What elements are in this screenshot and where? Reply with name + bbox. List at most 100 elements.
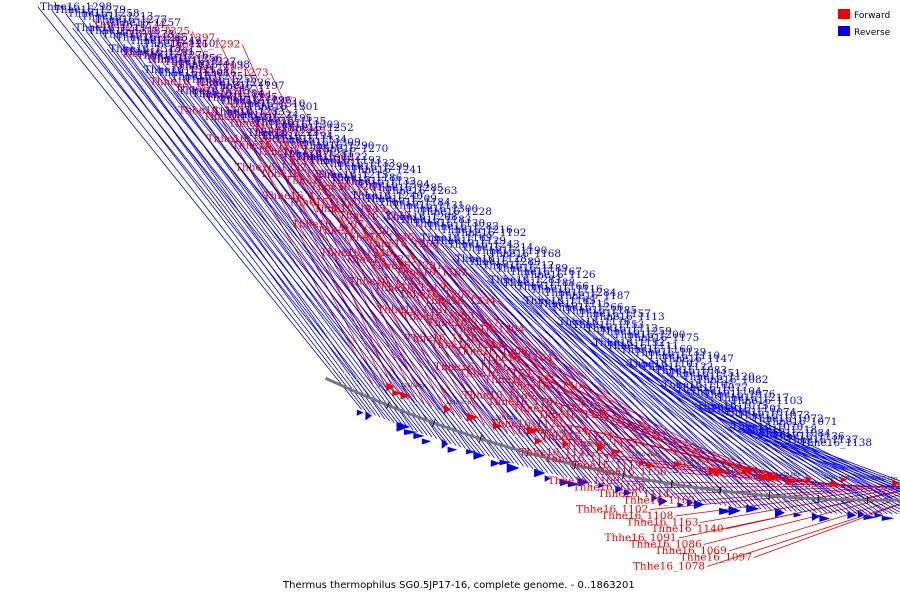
gene-label: Thhe16_1076: [703, 389, 775, 401]
gene-label: Thhe16_1255: [185, 74, 257, 86]
leader-line: [362, 198, 627, 491]
forward-gene-feature: [611, 448, 625, 455]
leader-line: [701, 394, 900, 510]
legend-reverse-label: Reverse: [854, 28, 891, 38]
gene-label: Thhe16_1282: [427, 221, 499, 233]
gene-label: Thhe16_1308: [157, 67, 229, 79]
gene-label: Thhe16_1128: [455, 253, 527, 265]
gene-label: Thhe16_1181: [377, 304, 449, 316]
gene-label: Thhe16_1285: [372, 182, 444, 194]
gene-label: Thhe16_1097: [680, 552, 752, 564]
gene-label: Thhe16_1200: [613, 329, 685, 341]
leader-line: [279, 153, 563, 477]
gene-label: Thhe16_1321: [144, 64, 216, 76]
gene-label: Thhe16_1091: [605, 532, 677, 544]
leader-line: [106, 48, 419, 433]
leader-lines: [37, 6, 900, 567]
gene-label: Thhe16_1266: [551, 301, 623, 313]
reverse-gene-feature: [615, 485, 624, 493]
leader-line: [203, 97, 486, 455]
gene-label: Thhe16_1252: [282, 122, 354, 134]
figure-caption: Thermus thermophilus SG0.5JP17-16, compl…: [282, 580, 635, 591]
gene-label: Thhe16_1224: [227, 109, 299, 121]
gene-label: Thhe16_1299: [337, 161, 409, 173]
forward-gene-feature: [892, 479, 900, 487]
leader-line: [265, 124, 524, 467]
gene-label: Thhe16_1250: [203, 111, 275, 123]
gene-label: Thhe16_1102: [576, 504, 648, 516]
gene-labels: Thhe16_1324Thhe16_1325Thhe16_1297Thhe16_…: [40, 1, 872, 573]
reverse-gene-feature: [874, 512, 884, 518]
leader-line: [245, 132, 534, 470]
reverse-gene-feature: [404, 429, 418, 436]
reverse-gene-feature: [728, 505, 741, 516]
leader-line: [694, 379, 888, 515]
leader-line: [175, 64, 442, 441]
forward-gene-feature: [709, 466, 716, 477]
leader-line: [770, 436, 900, 486]
gene-label: Thhe16_1268: [207, 133, 279, 145]
leader-line: [680, 376, 883, 515]
reverse-gene-feature: [857, 509, 865, 519]
gene-label: Thhe16_1241: [351, 164, 423, 176]
gene-label: Thhe16_1084: [759, 427, 831, 439]
gene-label: Thhe16_1258: [68, 7, 140, 19]
gene-label: Thhe16_1195: [240, 112, 312, 124]
forward-gene-feature: [758, 472, 771, 482]
gene-label: Thhe16_1270: [316, 143, 388, 155]
leader-line: [148, 58, 433, 438]
gene-label: Thhe16_1196: [220, 95, 292, 107]
leader-line: [728, 498, 900, 552]
gene-label: Thhe16_1156: [595, 466, 667, 478]
leader-line: [479, 265, 722, 506]
gene-label: Thhe16_1247: [260, 168, 332, 180]
reverse-gene-feature: [687, 498, 694, 507]
leader-line: [327, 177, 598, 485]
kbp-tick-mark: [386, 401, 390, 410]
gene-label: Thhe16_1223: [247, 127, 319, 139]
gene-label: Thhe16_1215: [317, 169, 389, 181]
gene-label: Thhe16_1162: [623, 495, 695, 507]
gene-label: Thhe16_1302: [268, 119, 340, 131]
reverse-gene-feature: [534, 468, 546, 478]
gene-label: Thhe16_1107: [628, 358, 700, 370]
gene-label: Thhe16_1267: [228, 118, 300, 130]
gene-label: Thhe16_1147: [662, 353, 734, 365]
gene-label: Thhe16_1210: [143, 38, 215, 50]
gene-label: Thhe16_1263: [385, 185, 457, 197]
gene-label: Thhe16_1171: [484, 374, 556, 386]
reverse-gene-feature: [490, 459, 501, 467]
reverse-gene-feature: [746, 504, 760, 513]
leader-line: [756, 433, 900, 488]
kbp-tick-mark: [622, 471, 625, 480]
gene-label: Thhe16_1300: [406, 203, 478, 215]
gene-label: Thhe16_1293: [172, 61, 244, 73]
gene-label: Thhe16_1189: [496, 263, 568, 275]
gene-label: Thhe16_1165: [524, 295, 596, 307]
leader-line: [293, 156, 568, 478]
leader-line: [604, 345, 838, 514]
gene-label: Thhe16_1209: [365, 193, 437, 205]
gene-label: Thhe16_1184: [379, 196, 451, 208]
gene-label: Thhe16_1204: [452, 324, 524, 336]
kbp-tick-label: 1140 kbp: [679, 460, 705, 466]
gene-label: Thhe16_1279: [54, 4, 126, 16]
gene-label: Thhe16_1291: [123, 46, 195, 58]
legend-forward-swatch: [838, 9, 850, 19]
gene-label: Thhe16_1277: [95, 14, 167, 26]
gene-label: Thhe16_1221: [285, 175, 357, 187]
leader-line: [450, 309, 679, 472]
kbp-tick-mark: [573, 460, 577, 470]
leader-line: [258, 135, 539, 471]
gene-label: Thhe16_1172: [513, 403, 585, 415]
leader-line: [389, 205, 637, 493]
reverse-gene-feature: [473, 451, 485, 460]
leader-line: [72, 27, 390, 422]
gene-label: Thhe16_1240: [351, 190, 423, 202]
reverse-gene-feature: [598, 483, 606, 489]
gene-label: Thhe16_1182: [396, 267, 468, 279]
gene-label: Thhe16_1134: [275, 133, 347, 145]
gene-label: Thhe16_1274: [146, 54, 218, 66]
leader-line: [65, 13, 372, 414]
